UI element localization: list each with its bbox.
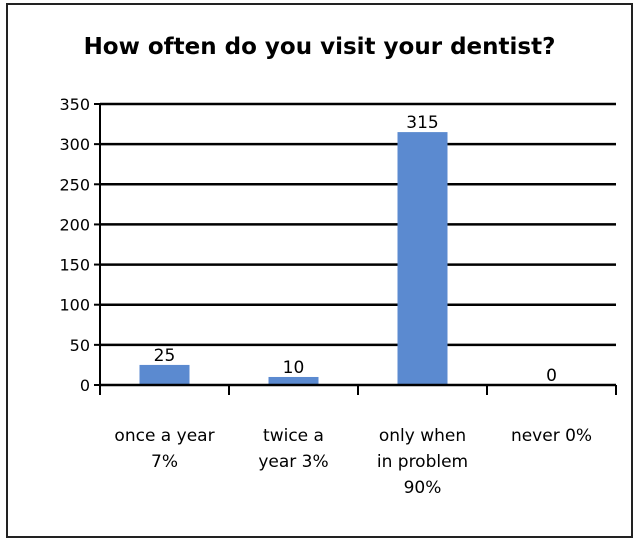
chart-title: How often do you visit your dentist? xyxy=(83,34,556,60)
category-label-2: only when in problem 90% xyxy=(377,426,468,498)
y-tick-label-100: 100 xyxy=(59,296,90,315)
category-label-0: once a year 7% xyxy=(114,426,214,472)
y-tick-label-0: 0 xyxy=(80,376,90,395)
y-tick-label-300: 300 xyxy=(59,135,90,154)
y-tick-label-50: 50 xyxy=(70,336,90,355)
y-tick-label-150: 150 xyxy=(59,256,90,275)
category-label-1: twice a year 3% xyxy=(258,426,328,472)
y-tick-label-200: 200 xyxy=(59,215,90,234)
data-label-0: 25 xyxy=(154,346,176,366)
data-label-1: 10 xyxy=(283,358,305,378)
y-tick-label-350: 350 xyxy=(59,95,90,114)
bar-1 xyxy=(268,376,319,385)
category-label-3: never 0% xyxy=(511,426,592,446)
data-label-2: 315 xyxy=(406,113,438,133)
bar-0 xyxy=(139,364,190,385)
chart-frame xyxy=(6,3,633,538)
bar-2 xyxy=(397,132,448,385)
data-label-3: 0 xyxy=(546,366,557,386)
y-tick-label-250: 250 xyxy=(59,175,90,194)
